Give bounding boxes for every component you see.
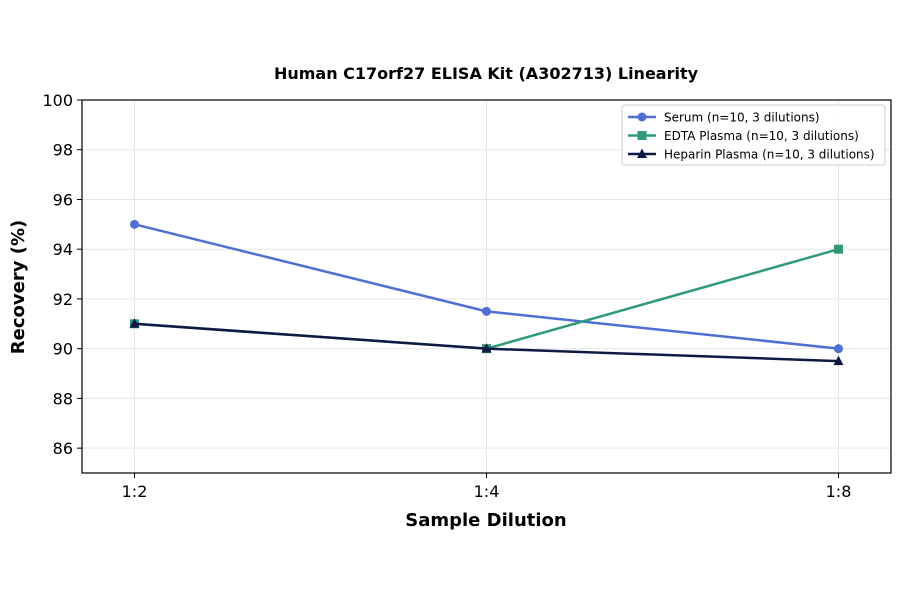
- x-tick-label: 1:8: [826, 482, 852, 501]
- y-tick-label: 92: [53, 290, 73, 309]
- legend: Serum (n=10, 3 dilutions) EDTA Plasma (n=…: [621, 104, 886, 166]
- y-tick-label: 98: [53, 141, 73, 160]
- y-tick-label: 88: [53, 389, 73, 408]
- legend-marker: [637, 148, 647, 158]
- y-tick-label: 86: [53, 439, 73, 458]
- x-tick-label: 1:2: [122, 482, 148, 501]
- y-axis-label: Recovery (%): [8, 220, 29, 354]
- legend-label: Heparin Plasma (n=10, 3 dilutions): [664, 148, 875, 162]
- y-tick-label: 96: [53, 190, 73, 209]
- data-point: [130, 219, 139, 229]
- legend-marker: [637, 112, 647, 122]
- data-point: [834, 244, 843, 254]
- legend-marker: [637, 131, 647, 140]
- data-point: [482, 306, 491, 316]
- data-point: [481, 343, 492, 353]
- plot-area: [129, 219, 844, 366]
- legend-label: Serum (n=10, 3 dilutions): [664, 111, 820, 125]
- chart-title: Human C17orf27 ELISA Kit (A302713) Linea…: [274, 64, 699, 83]
- legend-label: EDTA Plasma (n=10, 3 dilutions): [664, 129, 859, 143]
- y-tick-label: 100: [42, 91, 73, 110]
- y-tick-label: 90: [53, 340, 73, 359]
- y-axis: 86 88 90 92 94 96 98 100: [42, 91, 82, 458]
- data-point: [834, 344, 843, 354]
- legend-box: [621, 104, 886, 166]
- x-axis-label: Sample Dilution: [405, 510, 566, 531]
- data-point: [129, 318, 140, 328]
- x-tick-label: 1:4: [474, 482, 500, 501]
- data-point: [833, 355, 844, 366]
- x-axis: 1:2 1:4 1:8: [122, 473, 852, 501]
- y-tick-label: 94: [53, 240, 73, 259]
